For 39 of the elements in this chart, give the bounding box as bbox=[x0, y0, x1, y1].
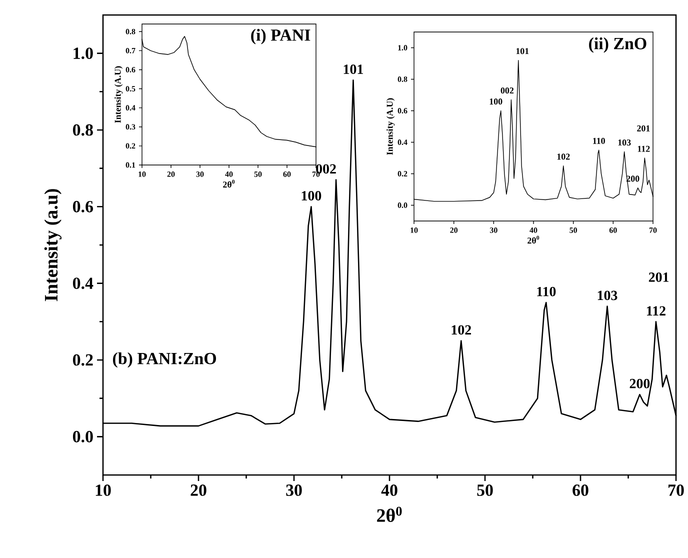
y-axis-title: Intensity (A.U) bbox=[114, 66, 123, 123]
y-tick-label: 0.6 bbox=[72, 200, 94, 212]
y-tick-label: 0.0 bbox=[72, 430, 93, 442]
annotation: 101 bbox=[344, 64, 363, 74]
annotation: 102 bbox=[557, 154, 570, 160]
x-axis-title: 2θ$^{0}$ bbox=[528, 236, 540, 244]
x-axis-title: 2θ$^{0}$ bbox=[377, 506, 402, 522]
annotation: 100 bbox=[302, 191, 322, 200]
y-axis-title: Intensity (A.U) bbox=[386, 98, 395, 155]
annotation: 112 bbox=[638, 146, 650, 152]
x-tick-label: 10 bbox=[96, 484, 111, 496]
y-tick-label: 0.8 bbox=[72, 124, 93, 136]
x-tick-label: 30 bbox=[286, 484, 302, 496]
annotation: 102 bbox=[452, 325, 471, 335]
x-tick-label: 70 bbox=[668, 484, 684, 496]
annotation: 201 bbox=[648, 272, 669, 282]
y-tick-label: 0.4 bbox=[72, 278, 94, 290]
annotation: 100 bbox=[490, 98, 502, 105]
annotation: (b) PANI:ZnO bbox=[113, 352, 216, 368]
annotation: 201 bbox=[637, 125, 650, 132]
x-axis-title: 2θ$^{0}$ bbox=[223, 180, 235, 188]
y-axis-title: Intensity (a.u) bbox=[44, 189, 62, 302]
annotation: 002 bbox=[500, 87, 514, 94]
annotation: 103 bbox=[598, 290, 618, 300]
annotation: 101 bbox=[516, 48, 529, 54]
y-tick-label: 0.2 bbox=[72, 354, 93, 366]
annotation: 200 bbox=[630, 378, 650, 388]
y-tick-label: 1.0 bbox=[74, 48, 93, 60]
annotation: 103 bbox=[618, 139, 631, 146]
annotation: 112 bbox=[646, 306, 666, 316]
annotation: 002 bbox=[316, 164, 336, 174]
x-tick-label: 20 bbox=[190, 484, 206, 496]
x-tick-label: 50 bbox=[477, 484, 493, 496]
chart-title: (i) PANI bbox=[251, 28, 310, 44]
x-tick-label: 60 bbox=[572, 484, 588, 496]
chart-title: (ii) ZnO bbox=[589, 37, 646, 53]
annotation: 110 bbox=[593, 138, 605, 144]
annotation: 110 bbox=[537, 286, 556, 296]
x-tick-label: 40 bbox=[381, 484, 398, 496]
